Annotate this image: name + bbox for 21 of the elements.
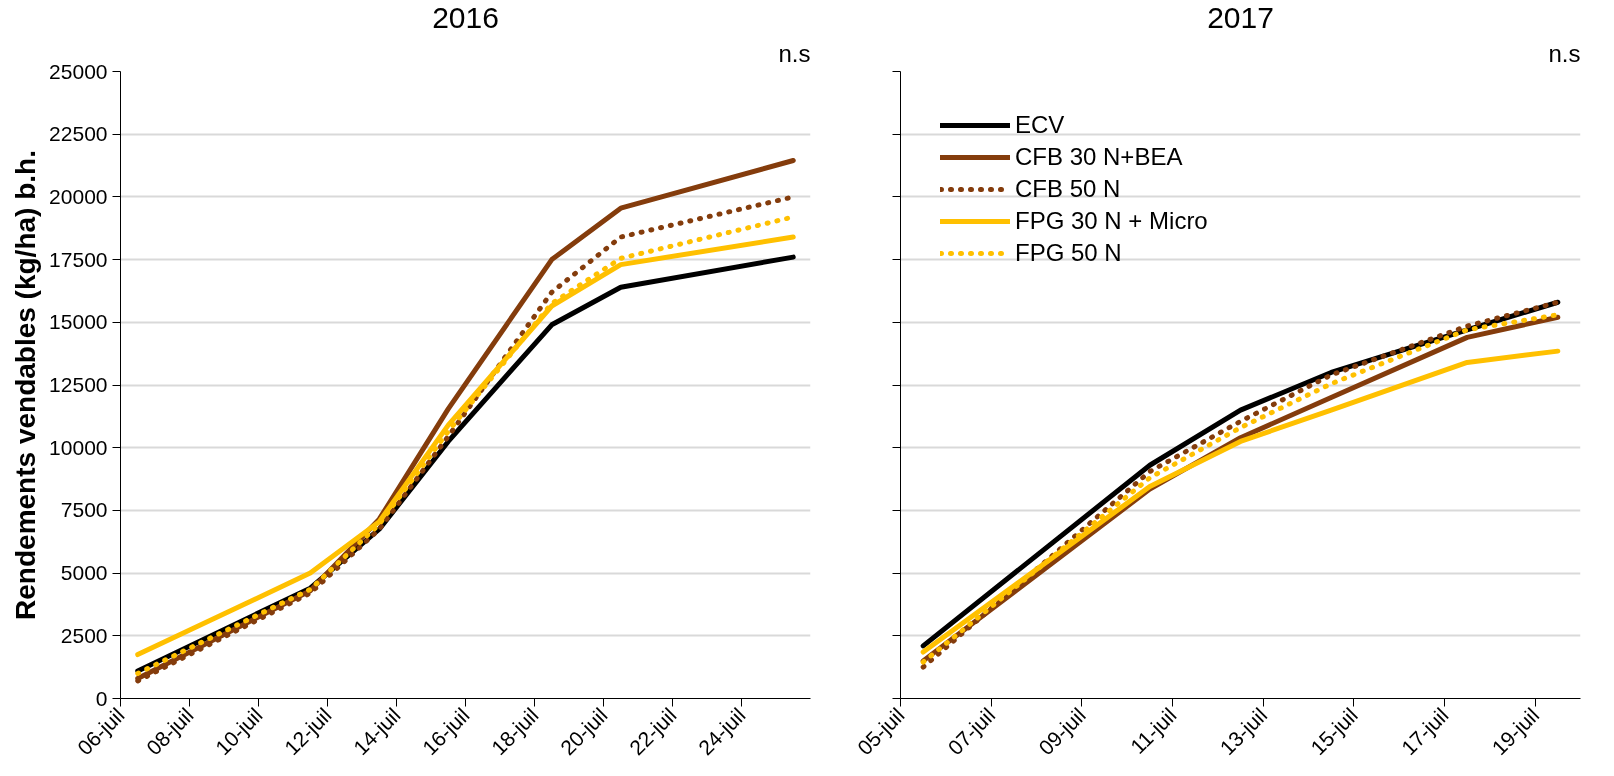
- legend-label: ECV: [1015, 111, 1065, 139]
- y-tick-label: 0: [95, 686, 108, 710]
- y-tick-label: 22500: [49, 122, 108, 146]
- y-tick-label: 10000: [49, 435, 108, 459]
- y-tick-label: 17500: [49, 247, 108, 271]
- text: n.s: [1548, 39, 1581, 67]
- legend-label: FPG 50 N: [1015, 239, 1122, 267]
- y-tick-label: 2500: [60, 623, 108, 647]
- y-axis-title: Rendements vendables (kg/ha) b.h.: [10, 150, 42, 620]
- y-tick-label: 15000: [49, 310, 108, 334]
- y-tick-label: 12500: [49, 373, 108, 396]
- text: n.s: [778, 39, 811, 67]
- legend-label: FPG 30 N + Micro: [1015, 207, 1208, 235]
- legend-label: CFB 50 N: [1015, 175, 1121, 203]
- legend-label: CFB 30 N+BEA: [1015, 143, 1183, 171]
- chart-title: 2017: [1207, 0, 1274, 34]
- y-tick-label: 25000: [49, 59, 108, 83]
- y-tick-label: 5000: [60, 561, 108, 585]
- chart-title: 2016: [432, 0, 499, 34]
- y-tick-label: 7500: [60, 498, 108, 522]
- y-tick-label: 20000: [49, 184, 108, 208]
